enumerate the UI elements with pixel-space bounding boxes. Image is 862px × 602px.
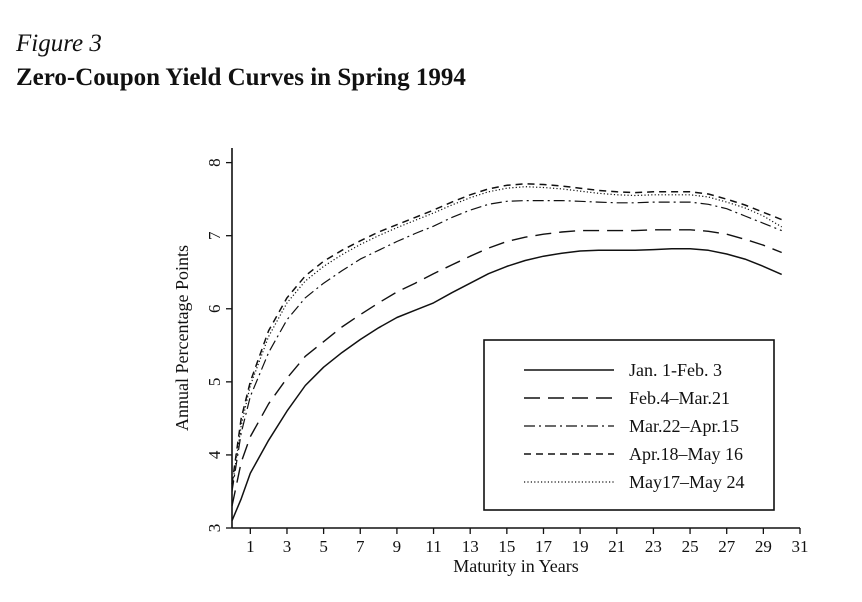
legend-label-1: Jan. 1-Feb. 3 — [629, 360, 722, 380]
x-tick-label: 21 — [608, 537, 625, 556]
figure-title: Zero-Coupon Yield Curves in Spring 1994 — [16, 64, 466, 91]
series-line-4 — [231, 183, 782, 485]
y-axis-label: Annual Percentage Points — [172, 245, 192, 431]
y-tick-label: 7 — [205, 231, 224, 240]
y-tick-label: 4 — [205, 450, 224, 459]
axes: 1 3 5 7 9 11 13 15 17 19 21 23 25 27 29 31345678Maturit… — [172, 148, 809, 576]
y-tick-label: 5 — [205, 378, 224, 387]
series-line-1 — [231, 248, 783, 521]
x-tick-label: 9 — [393, 537, 402, 556]
x-tick-label: 23 — [645, 537, 662, 556]
x-tick-label: 27 — [718, 537, 736, 556]
series-lines — [231, 183, 783, 521]
x-tick-label: 5 — [319, 537, 328, 556]
x-axis-label: Maturity in Years — [453, 556, 579, 576]
legend-box — [483, 339, 775, 511]
legend-label-3: Mar.22–Apr.15 — [629, 416, 739, 436]
legend-label-4: Apr.18–May 16 — [629, 444, 743, 464]
x-tick-label: 15 — [498, 537, 515, 556]
x-tick-label: 7 — [356, 537, 365, 556]
legend-label-5: May17–May 24 — [629, 472, 745, 492]
x-tick-label: 1 — [246, 537, 255, 556]
figure-label: Figure 3 — [16, 30, 102, 57]
x-tick-label: 19 — [572, 537, 589, 556]
x-tick-label: 29 — [755, 537, 772, 556]
x-tick-label: 11 — [425, 537, 441, 556]
series-line-2 — [231, 229, 782, 507]
y-tick-label: 8 — [205, 158, 224, 167]
x-tick-label: 13 — [462, 537, 479, 556]
y-tick-label: 3 — [205, 524, 224, 533]
series-line-3 — [231, 200, 782, 492]
legend: Jan. 1-Feb. 3 Feb.4–Mar.21 Mar.22–Apr.15 Ap… — [483, 339, 775, 511]
x-tick-label: 31 — [792, 537, 809, 556]
x-tick-label: 25 — [682, 537, 699, 556]
x-tick-label: 3 — [283, 537, 292, 556]
x-tick-label: 17 — [535, 537, 553, 556]
y-tick-label: 6 — [205, 305, 224, 314]
legend-label-2: Feb.4–Mar.21 — [629, 388, 730, 408]
